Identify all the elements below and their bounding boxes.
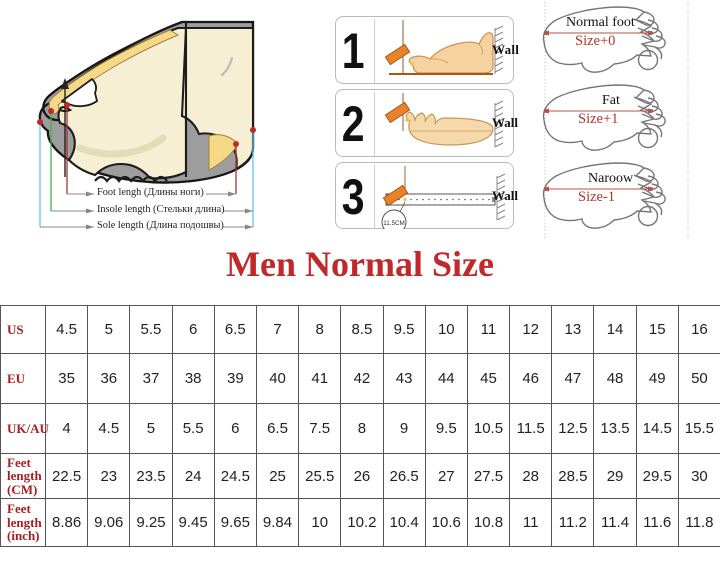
svg-text:11.5CM: 11.5CM (383, 220, 405, 227)
